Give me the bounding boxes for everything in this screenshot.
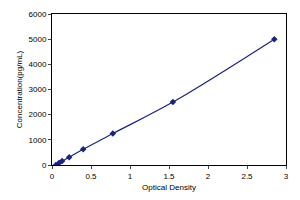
svg-text:4000: 4000 bbox=[29, 60, 47, 69]
svg-text:2000: 2000 bbox=[29, 110, 47, 119]
svg-text:2: 2 bbox=[206, 172, 211, 181]
svg-text:5000: 5000 bbox=[29, 35, 47, 44]
svg-text:6000: 6000 bbox=[29, 10, 47, 19]
svg-text:3: 3 bbox=[284, 172, 289, 181]
svg-text:0: 0 bbox=[42, 161, 47, 170]
svg-text:1000: 1000 bbox=[29, 136, 47, 145]
svg-text:3000: 3000 bbox=[29, 85, 47, 94]
svg-text:0.5: 0.5 bbox=[85, 172, 97, 181]
svg-text:2.5: 2.5 bbox=[241, 172, 253, 181]
svg-text:0: 0 bbox=[50, 172, 55, 181]
svg-text:Concentration(pg/mL): Concentration(pg/mL) bbox=[15, 50, 24, 128]
svg-text:1.5: 1.5 bbox=[163, 172, 175, 181]
svg-text:1: 1 bbox=[128, 172, 133, 181]
svg-text:Optical Density: Optical Density bbox=[142, 183, 196, 192]
